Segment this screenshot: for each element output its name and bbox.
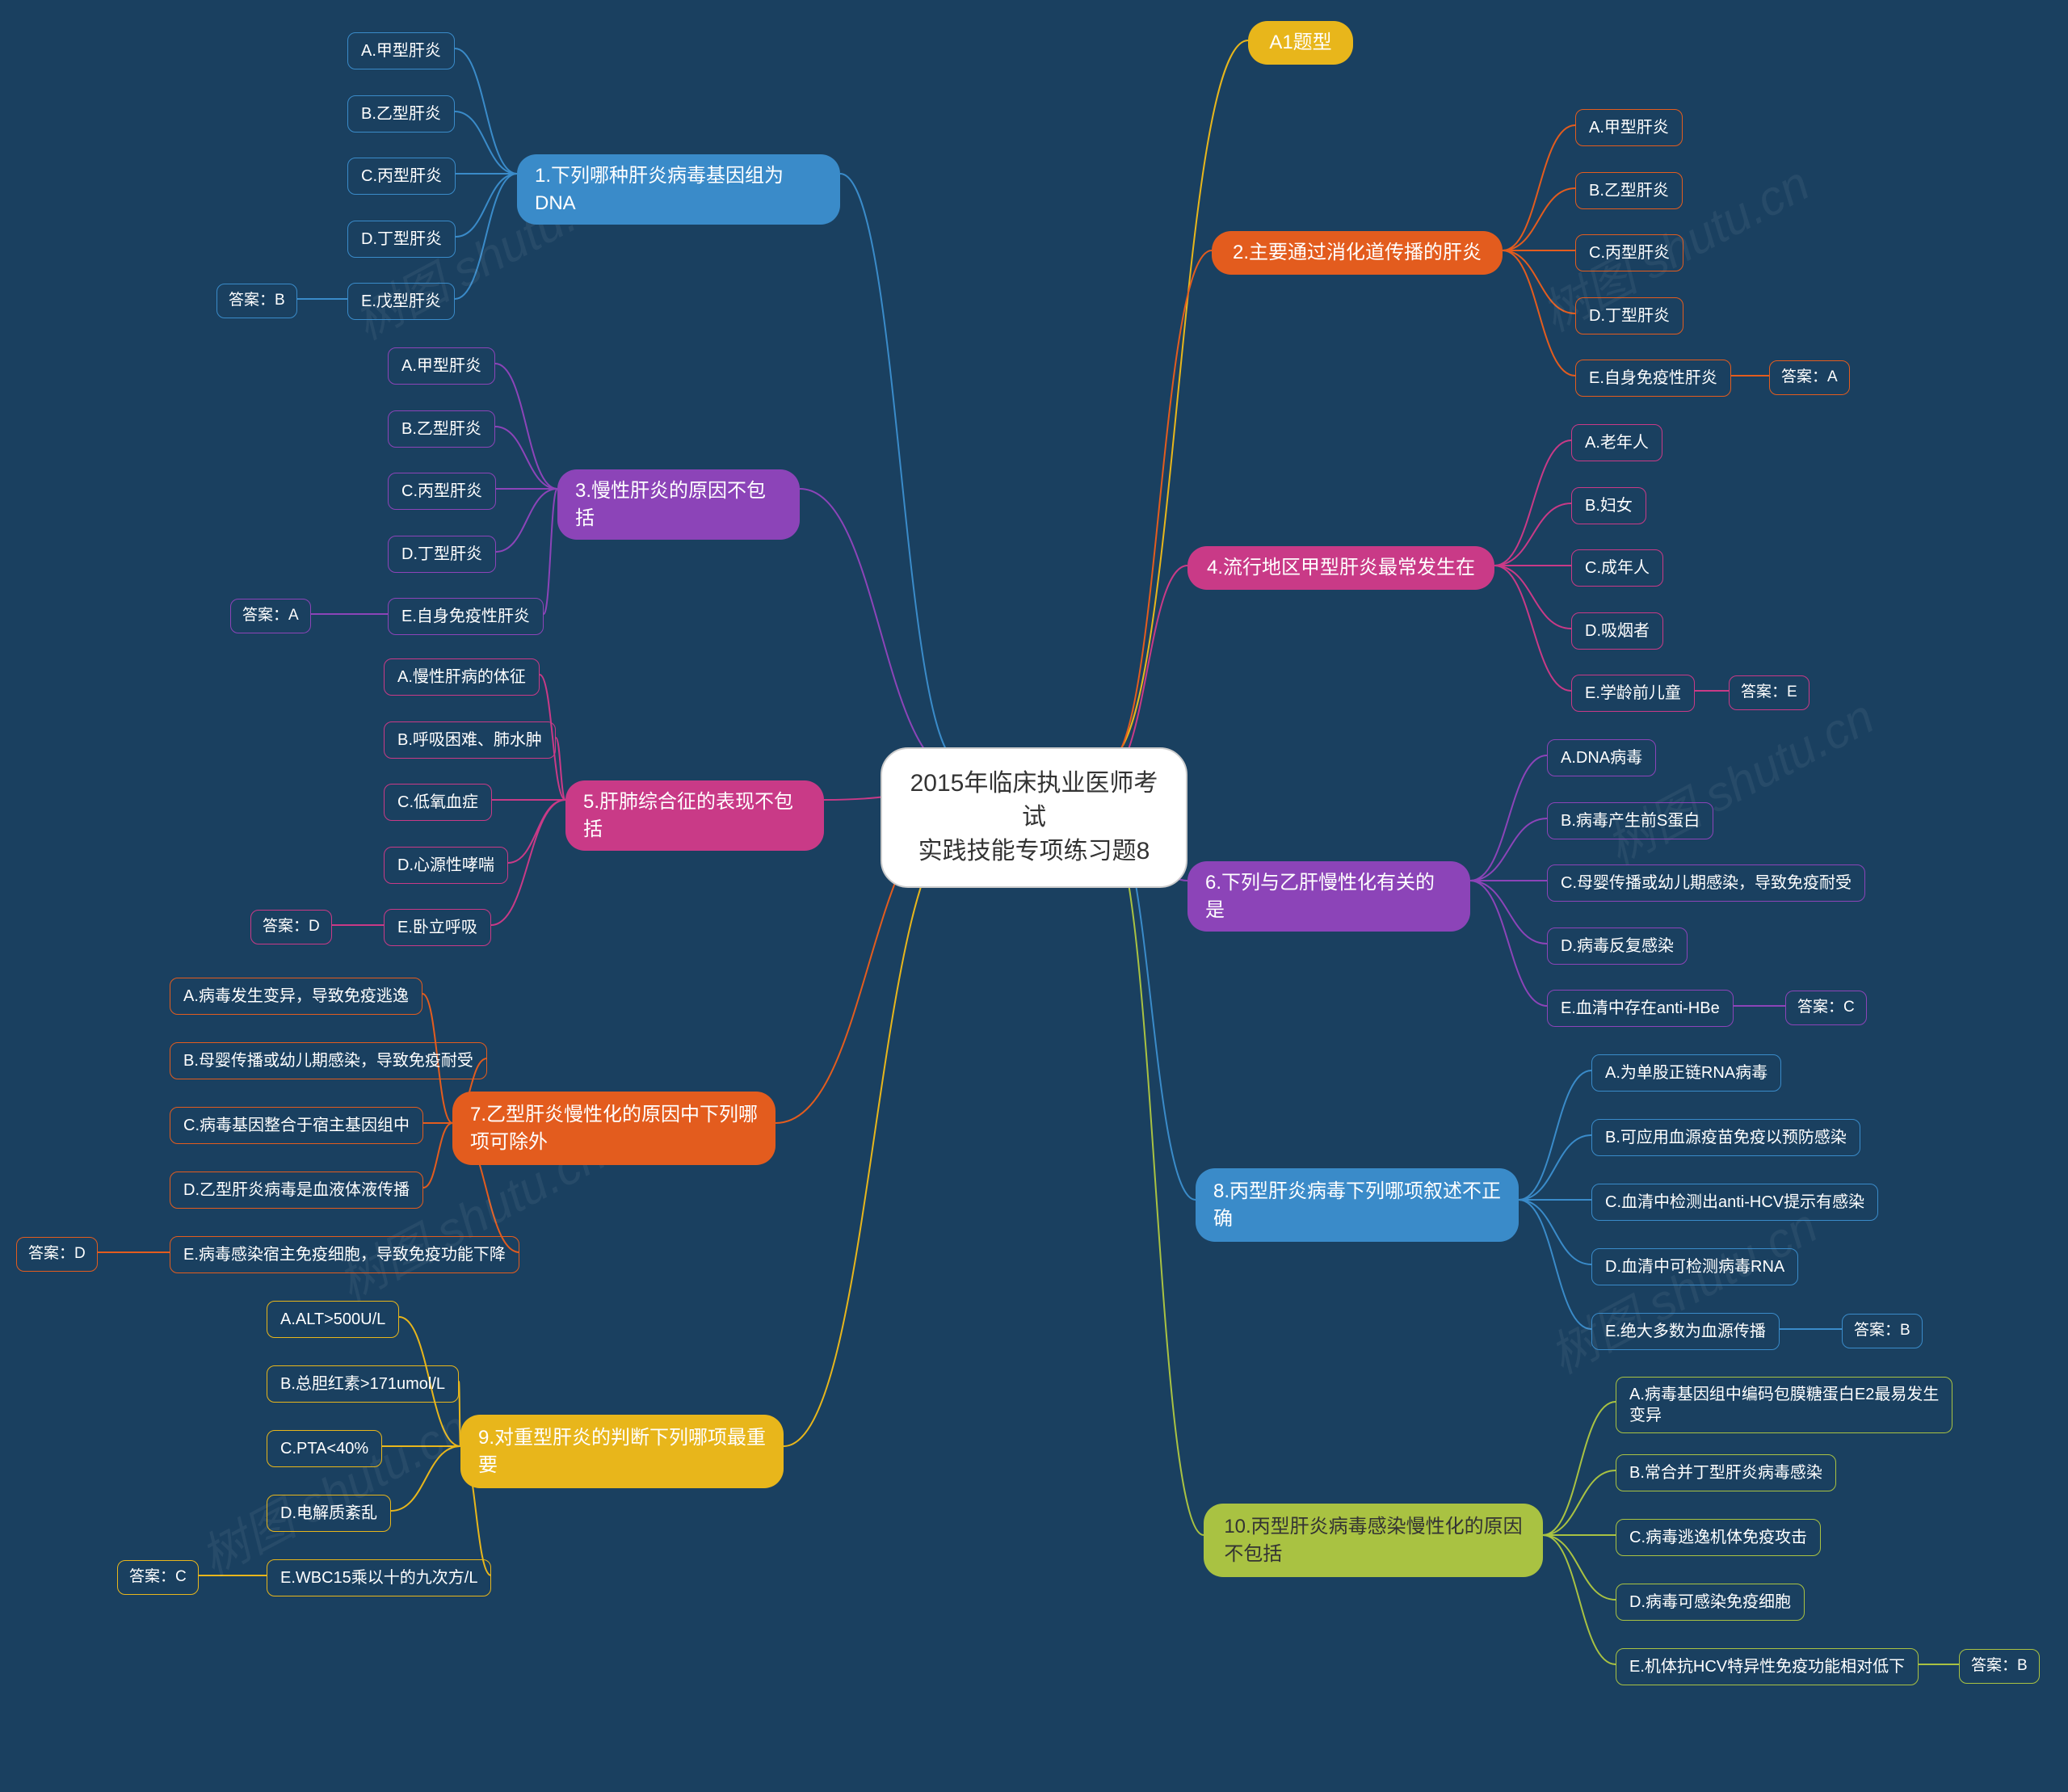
option-node[interactable]: E.病毒感染宿主免疫细胞，导致免疫功能下降 [170, 1236, 519, 1273]
option-node[interactable]: B.母婴传播或幼儿期感染，导致免疫耐受 [170, 1042, 487, 1079]
option-node[interactable]: D.丁型肝炎 [347, 221, 456, 258]
answer-node: 答案：C [1785, 991, 1867, 1025]
option-node[interactable]: D.电解质紊乱 [267, 1495, 391, 1532]
option-node[interactable]: C.丙型肝炎 [1575, 234, 1683, 271]
mindmap-canvas: 树图 shutu.cn树图 shutu.cn树图 shutu.cn树图 shut… [0, 0, 2068, 1792]
topic-node[interactable]: 8.丙型肝炎病毒下列哪项叙述不正 确 [1196, 1168, 1519, 1242]
answer-node: 答案：B [1959, 1649, 2040, 1684]
option-node[interactable]: C.PTA<40% [267, 1430, 382, 1467]
option-node[interactable]: B.病毒产生前S蛋白 [1547, 802, 1713, 839]
answer-node: 答案：A [1769, 360, 1850, 395]
topic-node[interactable]: 5.肝肺综合征的表现不包括 [565, 780, 824, 851]
option-node[interactable]: A.老年人 [1571, 424, 1662, 461]
topic-node[interactable]: 4.流行地区甲型肝炎最常发生在 [1187, 546, 1494, 590]
option-node[interactable]: E.WBC15乘以十的九次方/L [267, 1559, 491, 1596]
option-node[interactable]: D.吸烟者 [1571, 612, 1663, 650]
answer-node: 答案：D [250, 910, 332, 944]
option-node[interactable]: D.丁型肝炎 [1575, 297, 1683, 334]
option-node[interactable]: D.丁型肝炎 [388, 536, 496, 573]
option-node[interactable]: E.血清中存在anti-HBe [1547, 990, 1734, 1027]
option-node[interactable]: E.绝大多数为血源传播 [1591, 1313, 1780, 1350]
option-node[interactable]: B.总胆红素>171umol/L [267, 1365, 459, 1403]
option-node[interactable]: C.病毒逃逸机体免疫攻击 [1616, 1519, 1821, 1556]
topic-node[interactable]: 3.慢性肝炎的原因不包括 [557, 469, 800, 540]
option-node[interactable]: E.自身免疫性肝炎 [388, 598, 544, 635]
option-node[interactable]: B.呼吸困难、肺水肿 [384, 721, 556, 759]
option-node[interactable]: A.DNA病毒 [1547, 739, 1656, 776]
answer-node: 答案：C [117, 1560, 199, 1595]
option-node[interactable]: C.丙型肝炎 [347, 158, 456, 195]
answer-node: 答案：B [216, 284, 297, 318]
center-node: 2015年临床执业医师考试 实践技能专项练习题8 [881, 747, 1187, 888]
option-node[interactable]: E.自身免疫性肝炎 [1575, 360, 1731, 397]
topic-node[interactable]: 9.对重型肝炎的判断下列哪项最重 要 [460, 1415, 784, 1488]
option-node[interactable]: D.病毒可感染免疫细胞 [1616, 1584, 1805, 1621]
option-node[interactable]: A.ALT>500U/L [267, 1301, 399, 1338]
option-node[interactable]: C.病毒基因整合于宿主基因组中 [170, 1107, 423, 1144]
answer-node: 答案：E [1729, 675, 1810, 710]
topic-node[interactable]: 1.下列哪种肝炎病毒基因组为DNA [517, 154, 840, 225]
option-node[interactable]: D.心源性哮喘 [384, 847, 508, 884]
answer-node: 答案：D [16, 1237, 98, 1272]
option-node[interactable]: C.母婴传播或幼儿期感染，导致免疫耐受 [1547, 864, 1865, 902]
topic-node[interactable]: 7.乙型肝炎慢性化的原因中下列哪 项可除外 [452, 1092, 776, 1165]
option-node[interactable]: B.可应用血源疫苗免疫以预防感染 [1591, 1119, 1860, 1156]
answer-node: 答案：B [1842, 1314, 1923, 1348]
option-node[interactable]: A.甲型肝炎 [347, 32, 455, 69]
option-node[interactable]: B.常合并丁型肝炎病毒感染 [1616, 1454, 1836, 1491]
option-node[interactable]: C.血清中检测出anti-HCV提示有感染 [1591, 1184, 1878, 1221]
option-node[interactable]: E.机体抗HCV特异性免疫功能相对低下 [1616, 1648, 1919, 1685]
answer-node: 答案：A [230, 599, 311, 633]
option-node[interactable]: E.学龄前儿童 [1571, 675, 1695, 712]
option-node[interactable]: D.乙型肝炎病毒是血液体液传播 [170, 1172, 423, 1209]
option-node[interactable]: B.妇女 [1571, 487, 1646, 524]
option-node[interactable]: A.慢性肝病的体征 [384, 658, 540, 696]
option-node[interactable]: A.甲型肝炎 [388, 347, 495, 385]
topic-node[interactable]: 10.丙型肝炎病毒感染慢性化的原因 不包括 [1204, 1504, 1543, 1577]
option-node[interactable]: B.乙型肝炎 [1575, 172, 1683, 209]
option-node[interactable]: C.成年人 [1571, 549, 1663, 587]
topic-node[interactable]: 6.下列与乙肝慢性化有关的是 [1187, 861, 1470, 932]
topic-node[interactable]: 2.主要通过消化道传播的肝炎 [1212, 231, 1503, 275]
option-node[interactable]: C.丙型肝炎 [388, 473, 496, 510]
option-node[interactable]: D.血清中可检测病毒RNA [1591, 1248, 1798, 1285]
option-node[interactable]: D.病毒反复感染 [1547, 928, 1688, 965]
option-node[interactable]: E.卧立呼吸 [384, 909, 491, 946]
option-node[interactable]: C.低氧血症 [384, 784, 492, 821]
option-node[interactable]: A.病毒发生变异，导致免疫逃逸 [170, 978, 422, 1015]
option-node[interactable]: A.病毒基因组中编码包膜糖蛋白E2最易发生 变异 [1616, 1377, 1952, 1433]
topic-node[interactable]: A1题型 [1248, 21, 1353, 65]
option-node[interactable]: E.戊型肝炎 [347, 283, 455, 320]
option-node[interactable]: B.乙型肝炎 [347, 95, 455, 133]
option-node[interactable]: B.乙型肝炎 [388, 410, 495, 448]
option-node[interactable]: A.甲型肝炎 [1575, 109, 1683, 146]
option-node[interactable]: A.为单股正链RNA病毒 [1591, 1054, 1781, 1092]
